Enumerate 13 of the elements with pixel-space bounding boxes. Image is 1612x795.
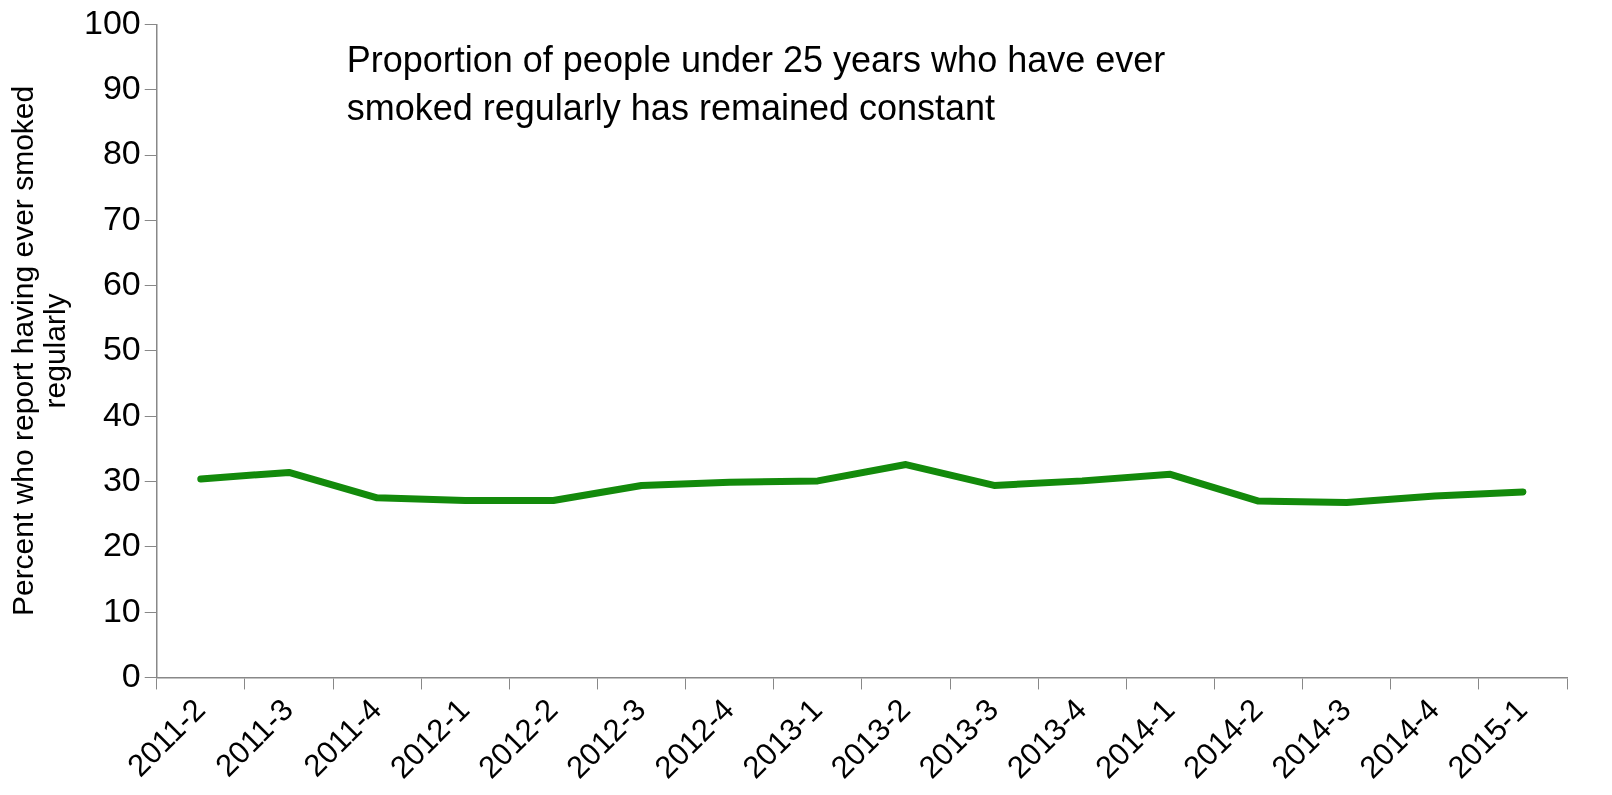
y-tick-label: 60	[102, 263, 141, 302]
y-tick-label: 70	[102, 198, 141, 237]
y-axis-title: Percent who report having ever smoked regularly	[6, 85, 71, 617]
y-tick-label: 10	[102, 590, 141, 629]
y-tick-label: 50	[102, 329, 141, 368]
annotation: Proportion of people under 25 years who have ever smoked regularly has remained constant	[346, 39, 1166, 129]
y-tick-label: 80	[102, 133, 141, 172]
y-tick-label: 0	[121, 655, 141, 694]
y-tick-label: 100	[83, 2, 141, 41]
y-tick-label: 30	[102, 459, 141, 498]
y-tick-label: 90	[102, 68, 141, 107]
y-tick-label: 20	[102, 525, 141, 564]
y-tick-label: 40	[102, 394, 141, 433]
